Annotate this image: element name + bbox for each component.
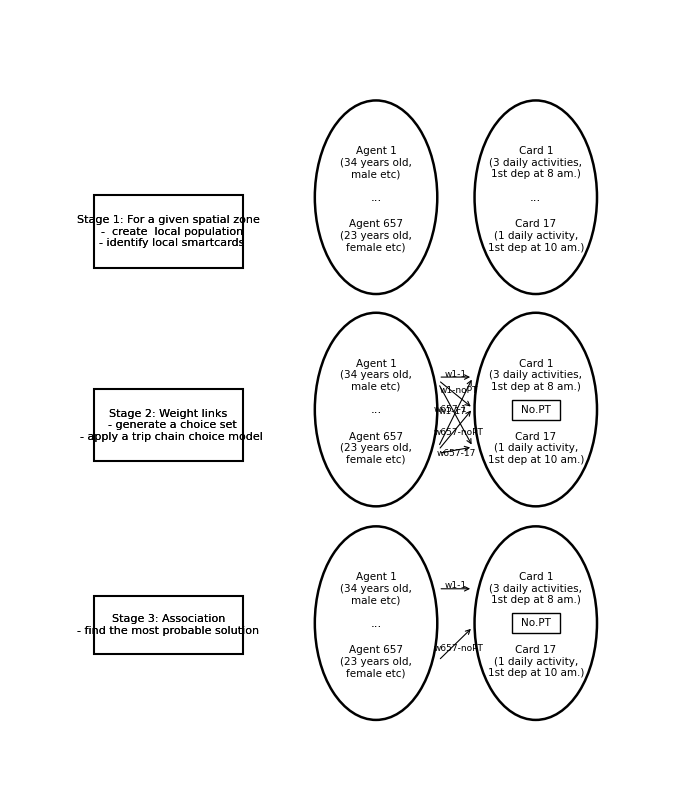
Text: Card 1
(3 daily activities,
1st dep at 8 am.): Card 1 (3 daily activities, 1st dep at 8… (489, 573, 583, 605)
Text: w1-1: w1-1 (445, 370, 467, 379)
Ellipse shape (475, 526, 597, 720)
Text: ...: ... (370, 403, 382, 416)
Text: w1-17: w1-17 (438, 407, 466, 416)
Text: Card 1
(3 daily activities,
1st dep at 8 am.): Card 1 (3 daily activities, 1st dep at 8… (489, 146, 583, 179)
Text: Stage 1: For a given spatial zone
  -  create  local population
  - identify loc: Stage 1: For a given spatial zone - crea… (77, 215, 260, 248)
Text: No.PT: No.PT (521, 405, 551, 414)
FancyBboxPatch shape (512, 400, 560, 419)
Text: Agent 1
(34 years old,
male etc): Agent 1 (34 years old, male etc) (340, 146, 412, 179)
Ellipse shape (315, 101, 438, 294)
Text: ...: ... (370, 191, 382, 204)
Text: Agent 1
(34 years old,
male etc): Agent 1 (34 years old, male etc) (340, 573, 412, 605)
Ellipse shape (475, 101, 597, 294)
Ellipse shape (475, 313, 597, 506)
Text: Agent 657
(23 years old,
female etc): Agent 657 (23 years old, female etc) (340, 646, 412, 679)
FancyBboxPatch shape (512, 613, 560, 633)
Text: Stage 3: Association
- find the most probable solution: Stage 3: Association - find the most pro… (78, 614, 260, 636)
FancyBboxPatch shape (94, 389, 243, 461)
Text: w1-1: w1-1 (445, 581, 467, 590)
Text: Agent 1
(34 years old,
male etc): Agent 1 (34 years old, male etc) (340, 358, 412, 392)
Text: w657-noPT: w657-noPT (433, 644, 484, 653)
Text: Card 1
(3 daily activities,
1st dep at 8 am.): Card 1 (3 daily activities, 1st dep at 8… (489, 358, 583, 392)
FancyBboxPatch shape (94, 195, 243, 268)
Text: Stage 2: Weight links
  - generate a choice set
  - apply a trip chain choice mo: Stage 2: Weight links - generate a choic… (74, 409, 263, 442)
Text: Stage 1: For a given spatial zone
  -  create  local population
  - identify loc: Stage 1: For a given spatial zone - crea… (77, 215, 260, 248)
Ellipse shape (315, 526, 438, 720)
Text: Card 17
(1 daily activity,
1st dep at 10 am.): Card 17 (1 daily activity, 1st dep at 10… (488, 431, 584, 465)
Text: w657-1: w657-1 (433, 405, 467, 414)
Text: No.PT: No.PT (521, 618, 551, 629)
Text: Agent 657
(23 years old,
female etc): Agent 657 (23 years old, female etc) (340, 431, 412, 465)
Text: Card 17
(1 daily activity,
1st dep at 10 am.): Card 17 (1 daily activity, 1st dep at 10… (488, 219, 584, 252)
Text: w657-noPT: w657-noPT (433, 427, 484, 436)
Text: ...: ... (370, 616, 382, 629)
Text: w1-noPT: w1-noPT (440, 386, 477, 395)
Text: Stage 3: Association
- find the most probable solution: Stage 3: Association - find the most pro… (78, 614, 260, 636)
Text: Agent 657
(23 years old,
female etc): Agent 657 (23 years old, female etc) (340, 219, 412, 252)
Text: ...: ... (530, 191, 541, 204)
Text: Stage 2: Weight links
  - generate a choice set
  - apply a trip chain choice mo: Stage 2: Weight links - generate a choic… (74, 409, 263, 442)
Text: Card 17
(1 daily activity,
1st dep at 10 am.): Card 17 (1 daily activity, 1st dep at 10… (488, 646, 584, 679)
FancyBboxPatch shape (94, 595, 243, 654)
Ellipse shape (315, 313, 438, 506)
Text: w657-17: w657-17 (436, 448, 475, 457)
